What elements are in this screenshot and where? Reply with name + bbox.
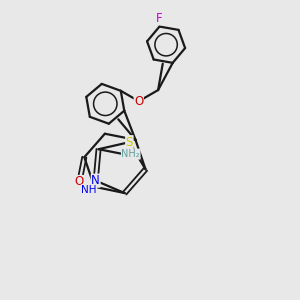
Text: N: N bbox=[91, 174, 100, 187]
Text: F: F bbox=[156, 12, 163, 25]
Text: O: O bbox=[134, 95, 143, 108]
Text: NH₂: NH₂ bbox=[122, 149, 140, 159]
Text: S: S bbox=[126, 136, 133, 149]
Text: NH: NH bbox=[81, 185, 97, 195]
Text: O: O bbox=[75, 176, 84, 188]
